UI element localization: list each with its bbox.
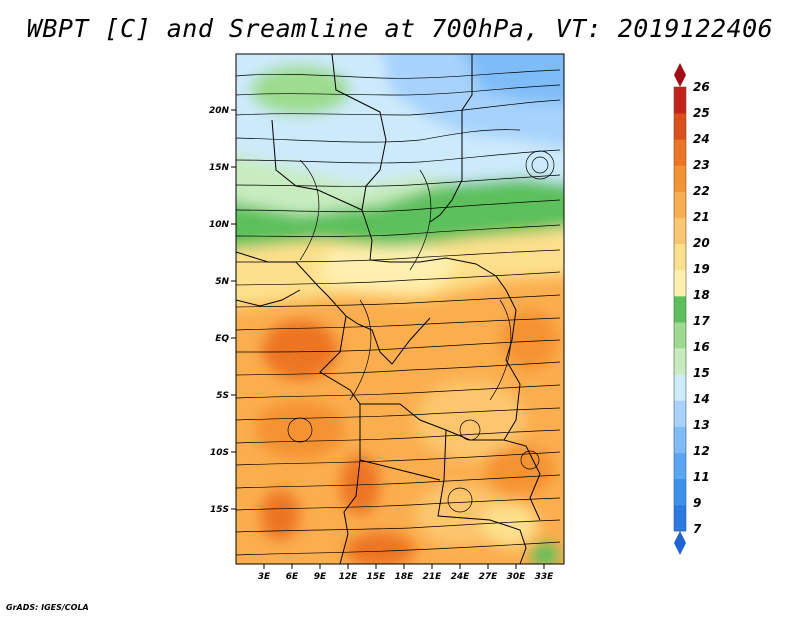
colorbar-segment bbox=[674, 478, 686, 506]
colorbar-label: 9 bbox=[693, 496, 701, 510]
colorbar: 26 25 24 23 22 21 20 19 18 17 16 15 14 1… bbox=[673, 63, 710, 555]
wbpt-field bbox=[236, 54, 564, 564]
lat-label: 15N bbox=[209, 163, 230, 173]
lon-label: 33E bbox=[535, 572, 555, 582]
colorbar-labels: 26 25 24 23 22 21 20 19 18 17 16 15 14 1… bbox=[693, 80, 710, 536]
lon-label: 18E bbox=[395, 572, 415, 582]
colorbar-segment bbox=[674, 295, 686, 323]
colorbar-label: 19 bbox=[693, 262, 710, 276]
colorbar-label: 15 bbox=[693, 366, 710, 380]
colorbar-label: 24 bbox=[693, 132, 710, 146]
colorbar-label: 23 bbox=[693, 158, 710, 172]
colorbar-segment bbox=[674, 504, 686, 532]
colorbar-segment bbox=[674, 452, 686, 480]
colorbar-segment bbox=[674, 87, 686, 114]
colorbar-segment bbox=[674, 374, 686, 401]
map-frame bbox=[235, 53, 565, 565]
lon-label: 24E bbox=[451, 572, 471, 582]
colorbar-bottom-triangle bbox=[674, 531, 686, 555]
lon-label: 6E bbox=[286, 572, 299, 582]
lon-label: 12E bbox=[339, 572, 359, 582]
colorbar-segment bbox=[674, 243, 686, 271]
colorbar-segment bbox=[674, 322, 686, 349]
colorbar-segment bbox=[674, 165, 686, 192]
colorbar-segment bbox=[674, 191, 686, 218]
colorbar-segment bbox=[674, 113, 686, 140]
colorbar-label: 20 bbox=[693, 236, 710, 250]
colorbar-label: 14 bbox=[693, 392, 710, 406]
colorbar-label: 21 bbox=[693, 210, 710, 224]
colorbar-label: 17 bbox=[693, 314, 710, 328]
colorbar-segment bbox=[674, 426, 686, 454]
colorbar-label: 18 bbox=[693, 288, 710, 302]
lat-label: 10S bbox=[210, 448, 229, 458]
colorbar-segment bbox=[674, 139, 686, 166]
lon-label: 3E bbox=[258, 572, 271, 582]
map-panel: 20N 15N 10N 5N EQ 5S 10S 15S 3E 6E 9E 12… bbox=[209, 53, 565, 582]
colorbar-label: 12 bbox=[693, 444, 710, 458]
country-borders bbox=[236, 54, 541, 564]
colorbar-label: 22 bbox=[693, 184, 710, 198]
colorbar-label: 7 bbox=[693, 522, 702, 536]
colorbar-label: 26 bbox=[693, 80, 710, 94]
lon-label: 30E bbox=[507, 572, 527, 582]
colorbar-label: 13 bbox=[693, 418, 710, 432]
colorbar-segment bbox=[674, 400, 686, 427]
lon-axis: 3E 6E 9E 12E 15E 18E 21E 24E 27E 30E 33E bbox=[258, 564, 554, 582]
lon-label: 27E bbox=[479, 572, 499, 582]
lat-axis: 20N 15N 10N 5N EQ 5S 10S 15S bbox=[209, 106, 236, 515]
colorbar-segment bbox=[674, 269, 686, 297]
colorbar-label: 25 bbox=[693, 106, 710, 120]
colorbar-segment bbox=[674, 217, 686, 245]
lat-label: 5N bbox=[215, 277, 229, 287]
lat-label: 5S bbox=[216, 391, 229, 401]
lat-label: 15S bbox=[210, 505, 229, 515]
colorbar-segment bbox=[674, 348, 686, 375]
lat-label: EQ bbox=[215, 334, 229, 344]
streamlines bbox=[236, 69, 561, 556]
colorbar-label: 11 bbox=[693, 470, 710, 484]
lon-label: 15E bbox=[367, 572, 387, 582]
colorbar-top-triangle bbox=[674, 63, 686, 87]
chart-title: WBPT [C] and Sreamline at 700hPa, VT: 20… bbox=[26, 14, 774, 43]
lat-label: 10N bbox=[209, 220, 230, 230]
lon-label: 9E bbox=[314, 572, 327, 582]
lat-label: 20N bbox=[209, 106, 230, 116]
lon-label: 21E bbox=[423, 572, 443, 582]
colorbar-label: 16 bbox=[693, 340, 710, 354]
colorbar-segments bbox=[673, 86, 687, 532]
grads-credit: GrADS: IGES/COLA bbox=[6, 603, 89, 612]
